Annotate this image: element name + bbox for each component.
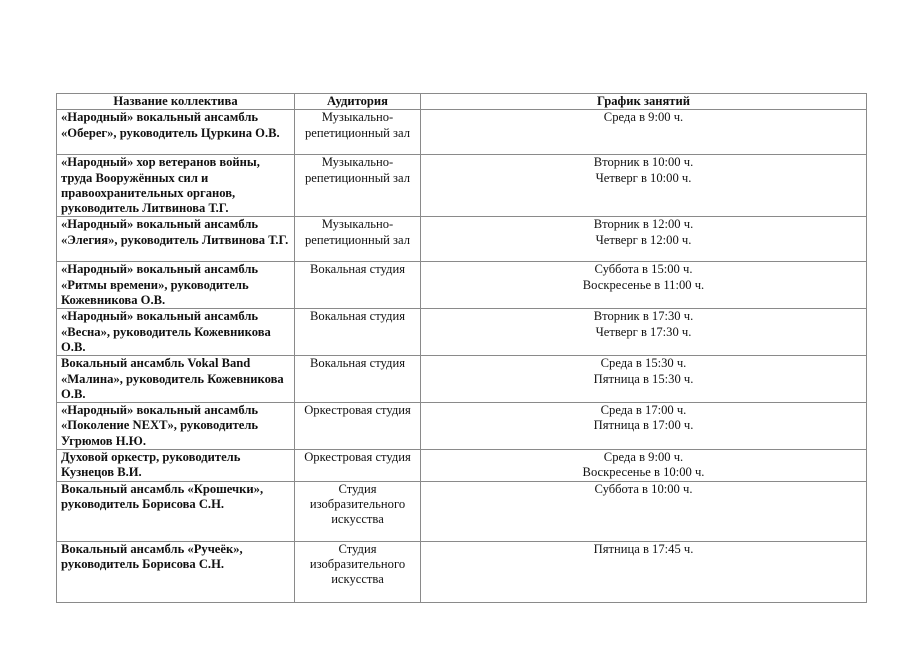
room: Музыкально-репетиционный зал <box>294 109 421 156</box>
schedule-entry: Четверг в 10:00 ч. <box>595 170 692 185</box>
schedule-entry: Пятница в 17:45 ч. <box>593 541 694 556</box>
header-room: Аудитория <box>294 92 421 111</box>
schedule-entry: Четверг в 12:00 ч. <box>595 232 692 247</box>
room: Музыкально-репетиционный зал <box>294 154 421 218</box>
ensemble-name: Вокальный ансамбль Vokal Band «Малина», … <box>56 355 295 404</box>
schedule-entry: Среда в 17:00 ч. <box>600 403 687 418</box>
schedule: Среда в 9:00 ч. <box>420 109 867 156</box>
room: Вокальная студия <box>294 261 421 310</box>
room: Оркестровая студия <box>294 449 421 482</box>
schedule: Среда в 9:00 ч. Воскресенье в 10:00 ч. <box>420 449 867 482</box>
table-row: Вокальный ансамбль «Крошечки», руководит… <box>56 480 867 542</box>
schedule-entry: Воскресенье в 10:00 ч. <box>582 465 705 480</box>
schedule-entry: Пятница в 17:00 ч. <box>593 418 694 433</box>
schedule: Среда в 15:30 ч. Пятница в 15:30 ч. <box>420 355 867 404</box>
ensemble-name: «Народный» вокальный ансамбль «Ритмы вре… <box>56 261 295 310</box>
header-row: Название коллектива Аудитория График зан… <box>56 92 867 111</box>
schedule-entry: Пятница в 15:30 ч. <box>593 371 694 386</box>
ensemble-name: Вокальный ансамбль «Крошечки», руководит… <box>56 480 295 542</box>
ensemble-name: Вокальный ансамбль «Ручеёк», руководител… <box>56 540 295 603</box>
header-schedule: График занятий <box>420 92 867 111</box>
table-row: «Народный» вокальный ансамбль «Поколение… <box>56 402 867 451</box>
table-row: Вокальный ансамбль «Ручеёк», руководител… <box>56 540 867 603</box>
ensemble-name: Духовой оркестр, руководитель Кузнецов В… <box>56 449 295 482</box>
table-row: «Народный» вокальный ансамбль «Оберег», … <box>56 109 867 156</box>
schedule: Вторник в 12:00 ч. Четверг в 12:00 ч. <box>420 216 867 263</box>
schedule-table: Название коллектива Аудитория График зан… <box>56 92 867 603</box>
table-row: «Народный» хор ветеранов войны, труда Во… <box>56 154 867 218</box>
schedule-entry: Воскресенье в 11:00 ч. <box>582 277 705 292</box>
room: Студия изобразительного искусства <box>294 480 421 542</box>
room: Музыкально-репетиционный зал <box>294 216 421 263</box>
table-row: «Народный» вокальный ансамбль «Элегия», … <box>56 216 867 263</box>
schedule-entry: Среда в 9:00 ч. <box>603 110 684 125</box>
schedule: Среда в 17:00 ч. Пятница в 17:00 ч. <box>420 402 867 451</box>
ensemble-name: «Народный» вокальный ансамбль «Оберег», … <box>56 109 295 156</box>
schedule-entry: Вторник в 10:00 ч. <box>593 155 694 170</box>
schedule: Вторник в 10:00 ч. Четверг в 10:00 ч. <box>420 154 867 218</box>
schedule: Пятница в 17:45 ч. <box>420 540 867 603</box>
schedule-entry: Четверг в 17:30 ч. <box>595 324 692 339</box>
table-row: Вокальный ансамбль Vokal Band «Малина», … <box>56 355 867 404</box>
room: Вокальная студия <box>294 355 421 404</box>
schedule-entry: Суббота в 15:00 ч. <box>594 262 693 277</box>
schedule-entry: Суббота в 10:00 ч. <box>594 481 693 496</box>
table-row: Духовой оркестр, руководитель Кузнецов В… <box>56 449 867 482</box>
room: Вокальная студия <box>294 308 421 357</box>
schedule-entry: Вторник в 12:00 ч. <box>593 217 694 232</box>
schedule: Суббота в 15:00 ч. Воскресенье в 11:00 ч. <box>420 261 867 310</box>
table-row: «Народный» вокальный ансамбль «Весна», р… <box>56 308 867 357</box>
schedule-entry: Среда в 9:00 ч. <box>603 450 684 465</box>
schedule-entry: Среда в 15:30 ч. <box>600 356 687 371</box>
schedule-entry: Вторник в 17:30 ч. <box>593 309 694 324</box>
room: Оркестровая студия <box>294 402 421 451</box>
ensemble-name: «Народный» хор ветеранов войны, труда Во… <box>56 154 295 218</box>
room: Студия изобразительного искусства <box>294 540 421 603</box>
ensemble-name: «Народный» вокальный ансамбль «Поколение… <box>56 402 295 451</box>
ensemble-name: «Народный» вокальный ансамбль «Весна», р… <box>56 308 295 357</box>
schedule: Суббота в 10:00 ч. <box>420 480 867 542</box>
ensemble-name: «Народный» вокальный ансамбль «Элегия», … <box>56 216 295 263</box>
table-row: «Народный» вокальный ансамбль «Ритмы вре… <box>56 261 867 310</box>
schedule: Вторник в 17:30 ч. Четверг в 17:30 ч. <box>420 308 867 357</box>
header-name: Название коллектива <box>56 92 295 111</box>
